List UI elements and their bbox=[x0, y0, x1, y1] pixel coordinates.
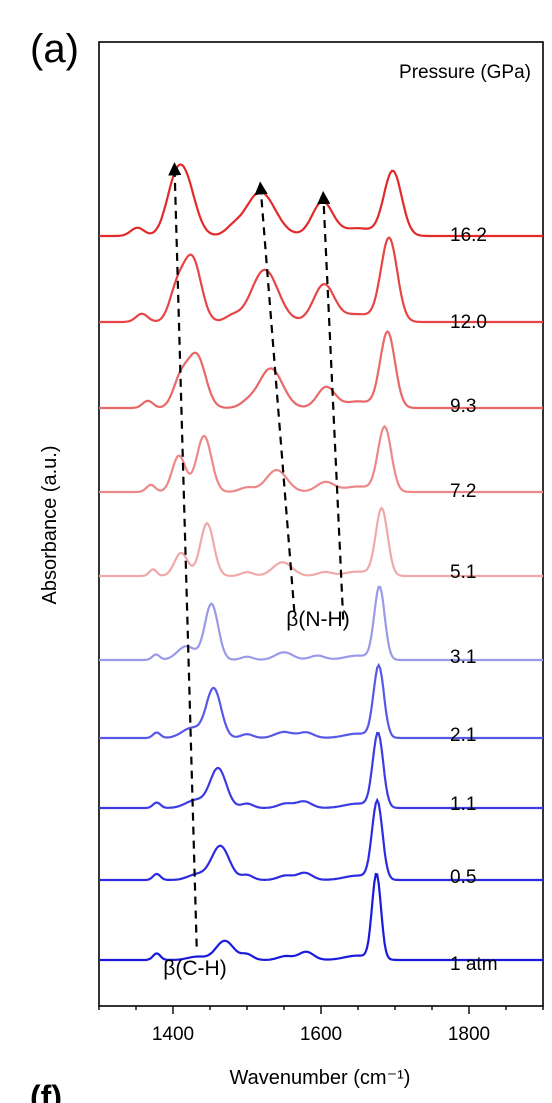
annotation-arrow-layer bbox=[168, 162, 345, 947]
series-label-layer: 1 atm 0.5 1.1 2.1 3.1 5.1 7.2 9.3 12.0 16.2 bbox=[450, 225, 498, 975]
annotation-nh-label: β(N-H) bbox=[286, 608, 349, 631]
x-tick-label: 1800 bbox=[448, 1024, 490, 1045]
legend-title: Pressure (GPa) bbox=[399, 62, 531, 83]
series-line-12-0 bbox=[99, 236, 543, 324]
series-line-5-1 bbox=[99, 506, 543, 578]
series-label: 3.1 bbox=[450, 647, 476, 668]
series-label: 1.1 bbox=[450, 794, 476, 815]
series-layer bbox=[99, 163, 543, 962]
annotation-arrow bbox=[168, 162, 198, 947]
series-line-1-atm bbox=[99, 872, 543, 962]
series-label: 2.1 bbox=[450, 725, 476, 746]
annotation-arrow bbox=[317, 190, 345, 620]
series-line-2-1 bbox=[99, 662, 543, 740]
series-label: 16.2 bbox=[450, 225, 487, 246]
panel-label: (a) bbox=[30, 27, 79, 71]
y-axis-label: Absorbance (a.u.) bbox=[39, 446, 61, 605]
plot-frame bbox=[98, 41, 544, 1007]
series-label: 9.3 bbox=[450, 396, 476, 417]
series-label: 1 atm bbox=[450, 954, 498, 975]
x-axis-label: Wavenumber (cm⁻¹) bbox=[230, 1067, 411, 1089]
annotation-ch-label: β(C-H) bbox=[163, 957, 226, 980]
series-line-7-2 bbox=[99, 424, 543, 494]
series-label: 7.2 bbox=[450, 481, 476, 502]
series-label: 5.1 bbox=[450, 562, 476, 583]
x-tick-label: 1600 bbox=[300, 1024, 342, 1045]
series-line-9-3 bbox=[99, 329, 543, 410]
series-line-0-5 bbox=[99, 797, 543, 882]
series-label: 0.5 bbox=[450, 867, 476, 888]
series-line-3-1 bbox=[99, 585, 543, 662]
x-tick-label: 1400 bbox=[152, 1024, 194, 1045]
x-tick-layer: 1400 1600 1800 bbox=[98, 1006, 544, 1045]
series-label: 12.0 bbox=[450, 312, 487, 333]
series-line-1-1 bbox=[99, 731, 543, 810]
next-panel-label: (f) bbox=[30, 1079, 62, 1103]
annotation-arrow bbox=[254, 181, 296, 613]
